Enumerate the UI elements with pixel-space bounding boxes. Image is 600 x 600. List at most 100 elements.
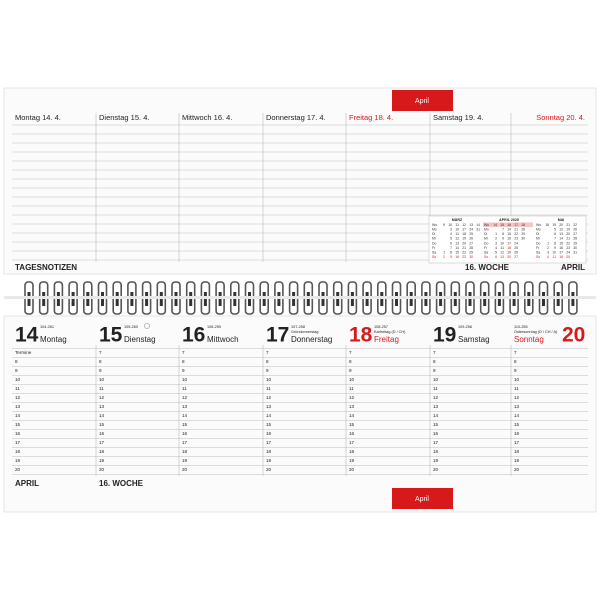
generated: Montag 14. 4. Dienstag 15. 4. Mittwoch 16.… [4, 113, 596, 476]
mini-calendar-cell: 10 [552, 250, 556, 254]
day-name: Mittwoch [207, 335, 239, 344]
day-header: Donnerstag 17. 4. [266, 113, 326, 122]
mini-calendar-cell: 24 [514, 241, 518, 245]
hour-label: 9 [514, 368, 517, 373]
mini-calendar-cell: 19 [462, 237, 466, 241]
day-number: 15 [99, 324, 123, 347]
mini-calendar-cell: Di [484, 232, 487, 236]
mini-calendar-cell: Do [536, 241, 540, 245]
mini-calendar-cell: 30 [573, 246, 577, 250]
mini-calendar-cell: 23 [566, 246, 570, 250]
mini-calendar-cell: So [432, 255, 436, 259]
hour-label: 12 [182, 395, 188, 400]
mini-calendar-cell: 13 [469, 223, 473, 227]
hour-label: 20 [99, 467, 105, 472]
hour-label: 14 [266, 413, 272, 418]
mini-calendar-cell: 7 [502, 227, 504, 231]
mini-calendar-cell: 6 [450, 241, 452, 245]
hour-label: 18 [433, 449, 439, 454]
mini-calendar-cell: 19 [507, 250, 511, 254]
mini-calendar-cell: 4 [547, 255, 549, 259]
hour-label: 20 [349, 467, 355, 472]
mini-calendar-cell: 21 [462, 246, 466, 250]
day-header: Freitag 18. 4. [349, 113, 393, 122]
hour-label: 19 [15, 458, 21, 463]
hour-label: 10 [514, 377, 520, 382]
mini-calendar-cell: 18 [462, 232, 466, 236]
tab[interactable] [392, 488, 453, 509]
hour-label: 15 [433, 422, 439, 427]
mini-calendar-cell: Mo [484, 227, 489, 231]
day-name: Montag [40, 335, 67, 344]
hour-label: 10 [349, 377, 355, 382]
mini-calendar-cell: 3 [450, 227, 452, 231]
holiday: Gründonnerstag [291, 330, 318, 334]
mini-calendar-cell: 19 [566, 227, 570, 231]
mini-calendar-cell: 22 [566, 241, 570, 245]
holiday: Ostersonntag (D / CH / A) [514, 330, 558, 334]
tab-label: April [415, 98, 429, 105]
mini-calendar-cell: Wo [484, 223, 489, 227]
mini-calendar-cell: 23 [514, 237, 518, 241]
mini-calendar-title: MAI [558, 218, 565, 222]
hour-label: 8 [99, 359, 102, 364]
mini-calendar-cell: 22 [462, 250, 466, 254]
hour-label: 9 [99, 368, 102, 373]
mini-calendar-cell: 27 [514, 255, 518, 259]
mini-calendar-cell: 26 [514, 250, 518, 254]
mini-calendar-cell: Mi [432, 237, 436, 241]
moon-phase [144, 323, 150, 329]
mini-calendar-cell: 25 [514, 246, 518, 250]
mini-calendar-cell: 12 [455, 237, 459, 241]
mini-calendar-cell: Wo [432, 223, 437, 227]
hour-label: 12 [15, 395, 21, 400]
day-number: 19 [433, 324, 456, 347]
hour-label: 18 [182, 449, 188, 454]
mini-calendar-cell: 7 [450, 246, 452, 250]
day-header: Sonntag 20. 4. [536, 113, 585, 122]
hour-label: 11 [99, 386, 104, 391]
day-note: 107-258 [291, 325, 305, 329]
mini-calendar-cell: 26 [469, 237, 473, 241]
hour-label: 12 [349, 395, 355, 400]
hour-label: 18 [349, 449, 355, 454]
mini-calendar-cell: 10 [500, 241, 504, 245]
hour-label: 9 [349, 368, 352, 373]
hour-label: 11 [433, 386, 438, 391]
hour-label: 8 [349, 359, 352, 364]
hour-label: 17 [99, 440, 105, 445]
mini-calendar-cell: 13 [455, 241, 459, 245]
day-note: 108-257 [374, 325, 388, 329]
mini-calendar-cell: 21 [566, 237, 570, 241]
hour-label: 9 [433, 368, 436, 373]
day-number: 18 [349, 324, 373, 347]
hour-label: 16 [349, 431, 355, 436]
mini-calendar-cell: 5 [554, 227, 556, 231]
mini-calendar-cell: Do [484, 241, 488, 245]
mini-calendar-cell: Mo [432, 227, 437, 231]
day-number: 14 [15, 324, 39, 347]
mini-calendar-cell: 29 [469, 250, 473, 254]
hour-label: 12 [99, 395, 105, 400]
mini-calendar-cell: 22 [514, 232, 518, 236]
hour-label: 14 [182, 413, 188, 418]
hour-label: 17 [433, 440, 439, 445]
mini-calendar-cell: 29 [573, 241, 577, 245]
mini-calendar-cell: 27 [573, 232, 577, 236]
hour-label: 8 [182, 359, 185, 364]
hour-label: 8 [266, 359, 269, 364]
hour-label: 13 [15, 404, 21, 409]
mini-calendar-cell: 27 [469, 241, 473, 245]
hour-label: 10 [15, 377, 21, 382]
hour-label: 7 [514, 350, 517, 355]
mini-calendar-cell: So [536, 255, 540, 259]
footer-week: 16. WOCHE [465, 263, 510, 272]
day-note: 104-261 [40, 325, 54, 329]
mini-calendar-cell: 11 [455, 223, 459, 227]
tab[interactable] [392, 90, 453, 111]
mini-calendar-cell: 16 [455, 255, 459, 259]
hour-label: 8 [15, 359, 18, 364]
mini-calendar-cell: 6 [495, 255, 497, 259]
hour-label: 17 [349, 440, 355, 445]
